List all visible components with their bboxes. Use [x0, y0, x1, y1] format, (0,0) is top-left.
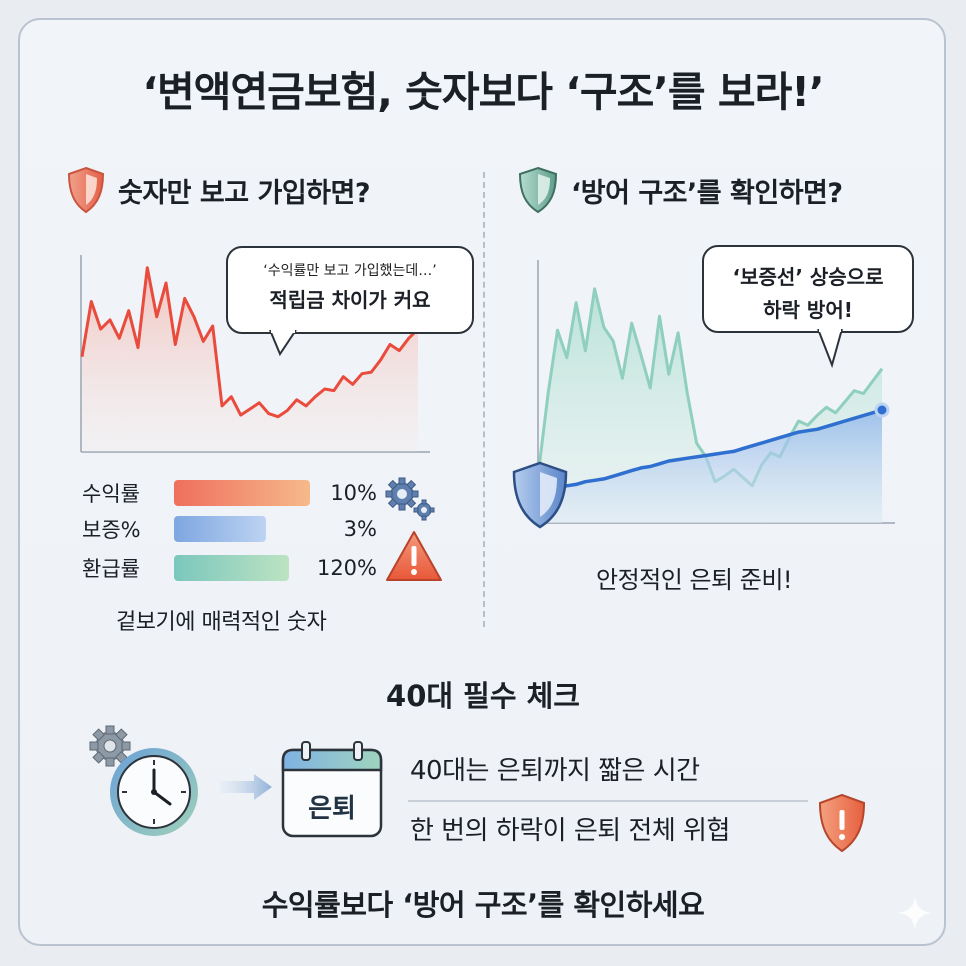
guarantee-series-line: [539, 408, 883, 491]
sparkle-icon: [897, 895, 933, 931]
gear-icon: [89, 725, 131, 767]
arrow-right-icon: [220, 774, 272, 800]
page-title: ‘변액연금보험, 숫자보다 ‘구조’를 보라!’: [142, 68, 824, 116]
panel-divider: [483, 172, 485, 627]
bar-label: 환급률: [82, 557, 140, 581]
gears-icon: [385, 477, 435, 521]
left-heading: 숫자만 보고 가입하면?: [66, 166, 371, 214]
bar-row-refund: 환급률 120%: [82, 553, 377, 583]
bar-fill-guarantee: [174, 516, 267, 542]
left-speech-bubble: ‘수익률만 보고 가입했는데…’ 적립금 차이가 커요: [226, 246, 474, 334]
left-bubble-text: 적립금 차이가 커요: [269, 288, 431, 312]
guarantee-area: [539, 410, 882, 523]
footer-message: 수익률보다 ‘방어 구조’를 확인하세요: [261, 888, 705, 922]
bar-fill-return: [174, 480, 310, 506]
check-title: 40대 필수 체크: [386, 679, 580, 713]
right-bubble-line1: ‘보증선’ 상승으로: [732, 265, 884, 289]
warning-icon: [386, 531, 442, 581]
bar-value: 3%: [343, 517, 377, 541]
right-bubble-tail: [817, 329, 843, 369]
guarantee-end-point: [874, 402, 890, 418]
right-heading: ‘방어 구조’를 확인하면?: [517, 166, 843, 214]
right-caption: 안정적인 은퇴 준비!: [596, 566, 793, 594]
bar-label: 보증%: [82, 518, 141, 542]
bar-value: 120%: [316, 556, 377, 580]
bar-value: 10%: [330, 481, 377, 505]
bar-label: 수익률: [82, 482, 140, 506]
shield-icon: [518, 166, 558, 214]
calendar-label: 은퇴: [308, 794, 356, 824]
left-bubble-quote: ‘수익률만 보고 가입했는데…’: [263, 263, 437, 279]
shield-icon: [512, 461, 568, 529]
right-heading-text: ‘방어 구조’를 확인하면?: [571, 177, 843, 209]
left-series-line: [80, 266, 420, 419]
clock-icon: [89, 725, 198, 836]
bar-row-return: 수익률 10%: [82, 478, 377, 508]
shield-icon: [67, 166, 105, 214]
left-line-chart: [80, 255, 430, 453]
right-line-chart: [537, 260, 895, 524]
check-line-2: 한 번의 하락이 은퇴 전체 위협: [410, 816, 730, 846]
check-line-1: 40대는 은퇴까지 짧은 시간: [410, 756, 700, 786]
bar-row-guarantee: 보증% 3%: [82, 514, 377, 544]
bar-fill-refund: [174, 555, 289, 581]
check-divider: [408, 800, 808, 802]
right-speech-bubble: ‘보증선’ 상승으로 하락 방어!: [702, 245, 914, 333]
right-bubble-line2: 하락 방어!: [763, 298, 853, 322]
left-caption: 겉보기에 매력적인 숫자: [116, 610, 327, 635]
left-bubble-tail: [269, 330, 297, 357]
left-area: [82, 267, 418, 452]
calendar-icon: [281, 741, 383, 838]
left-heading-text: 숫자만 보고 가입하면?: [118, 177, 371, 209]
shield-warning-icon: [818, 793, 866, 853]
